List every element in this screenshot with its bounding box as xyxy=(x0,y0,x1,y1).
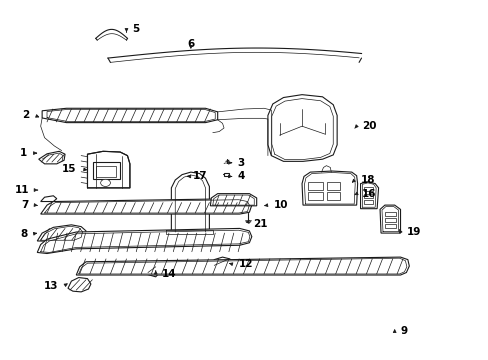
Text: 5: 5 xyxy=(132,24,139,35)
Text: 2: 2 xyxy=(21,111,29,121)
Bar xyxy=(384,218,395,222)
Polygon shape xyxy=(379,205,400,233)
Text: 15: 15 xyxy=(61,164,76,174)
Text: 3: 3 xyxy=(237,158,244,168)
Polygon shape xyxy=(37,225,86,242)
Polygon shape xyxy=(210,194,256,206)
Text: 20: 20 xyxy=(362,121,376,131)
Text: 11: 11 xyxy=(15,185,29,195)
Bar xyxy=(93,162,120,179)
Polygon shape xyxy=(37,228,251,253)
Polygon shape xyxy=(143,266,162,277)
Polygon shape xyxy=(68,278,91,292)
Text: 8: 8 xyxy=(20,229,27,239)
Polygon shape xyxy=(39,151,65,164)
Bar xyxy=(384,224,395,228)
Bar xyxy=(307,192,322,200)
Bar xyxy=(224,173,228,176)
Bar xyxy=(363,194,372,198)
Bar xyxy=(307,182,322,190)
Bar xyxy=(363,187,372,192)
Bar xyxy=(327,192,339,200)
Text: 9: 9 xyxy=(400,326,407,336)
Polygon shape xyxy=(302,171,357,205)
Text: 4: 4 xyxy=(237,171,244,181)
Polygon shape xyxy=(41,196,57,202)
Polygon shape xyxy=(267,95,336,161)
Text: 1: 1 xyxy=(20,148,27,158)
Bar xyxy=(363,200,372,204)
Polygon shape xyxy=(360,182,378,209)
Text: 13: 13 xyxy=(43,281,58,291)
Circle shape xyxy=(101,179,110,186)
Text: 6: 6 xyxy=(187,39,194,49)
Polygon shape xyxy=(42,108,217,123)
Bar xyxy=(384,212,395,216)
Bar xyxy=(327,182,339,190)
Text: 18: 18 xyxy=(360,175,374,185)
Polygon shape xyxy=(76,257,408,275)
Text: 14: 14 xyxy=(161,269,176,279)
Text: 7: 7 xyxy=(21,200,29,210)
Text: 16: 16 xyxy=(361,189,375,199)
Bar xyxy=(96,166,116,177)
Polygon shape xyxy=(41,199,251,214)
Polygon shape xyxy=(171,172,209,234)
Polygon shape xyxy=(87,151,130,188)
Text: 17: 17 xyxy=(193,171,207,181)
Text: 19: 19 xyxy=(406,227,420,237)
Text: 10: 10 xyxy=(273,200,287,210)
Polygon shape xyxy=(211,257,232,270)
Text: 12: 12 xyxy=(238,259,253,269)
Text: 21: 21 xyxy=(253,219,267,229)
